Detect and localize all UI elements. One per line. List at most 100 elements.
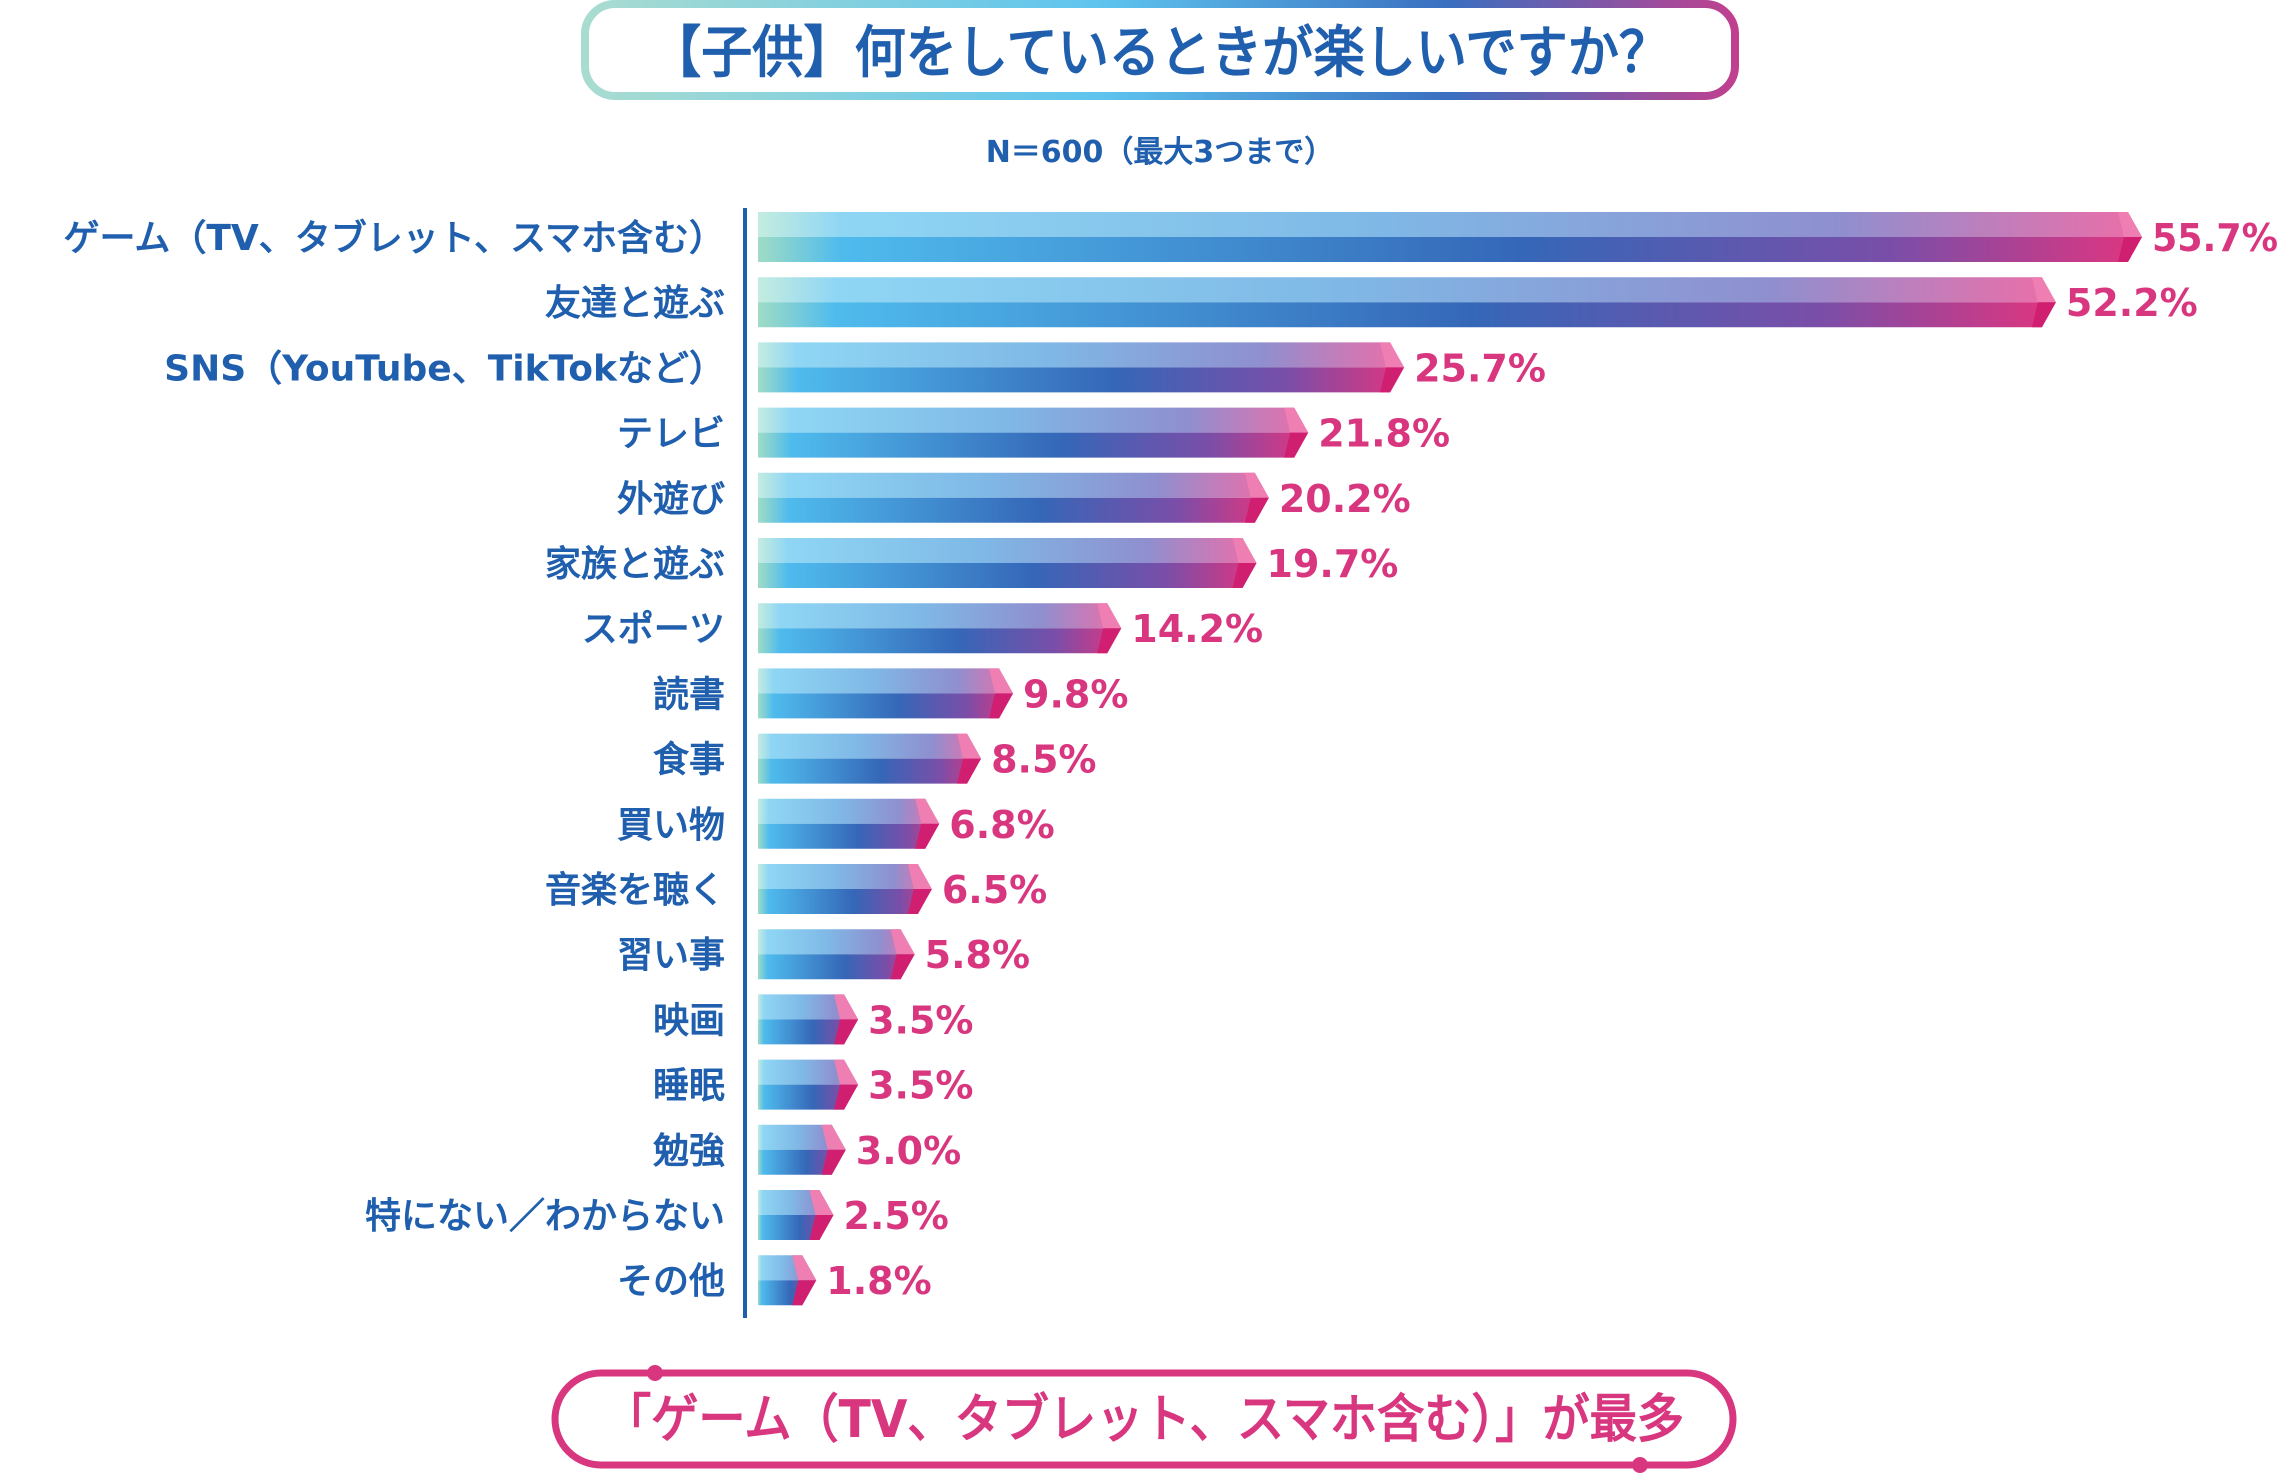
bar-tip-lower (1097, 628, 1122, 654)
category-label: 特にない／わからない (365, 1196, 725, 1237)
category-label: 食事 (653, 740, 725, 781)
bar (758, 407, 1309, 458)
footer-dot-right (1632, 1457, 1648, 1473)
value-label: 25.7% (1414, 346, 1546, 390)
bar-tip-upper (834, 1059, 859, 1085)
value-label: 21.8% (1318, 412, 1450, 456)
bar-face-upper (758, 342, 1405, 368)
bar-tip-upper (1380, 342, 1405, 368)
bar-face-lower (758, 1019, 859, 1045)
value-label: 1.8% (826, 1259, 931, 1303)
value-label: 3.5% (868, 1064, 973, 1108)
chart-title: 【子供】何をしているときが楽しいですか？ (650, 21, 1670, 86)
value-label: 6.8% (949, 803, 1054, 847)
bar (758, 212, 2142, 262)
bar-tip-upper (2118, 212, 2142, 237)
bar-face-upper (758, 277, 2056, 303)
value-label: 5.8% (925, 933, 1030, 977)
category-label: 勉強 (653, 1131, 725, 1172)
value-labels: 55.7% 52.2% 25.7% 21.8% 20.2% 19.7%14.2%9.8% 8… (826, 216, 2278, 1303)
value-label: 52.2% (2066, 281, 2198, 325)
bar-face-upper (758, 212, 2142, 237)
bar-face-lower (758, 693, 1014, 719)
bar (758, 277, 2056, 328)
category-label: 習い事 (617, 935, 725, 976)
bar-tip-lower (834, 1019, 859, 1045)
value-label: 6.5% (942, 868, 1047, 912)
category-label: 友達と遊ぶ (545, 283, 725, 324)
category-label: 家族と遊ぶ (545, 544, 725, 585)
category-label: 映画 (653, 1000, 725, 1041)
bar-face-upper (758, 798, 940, 824)
bar (758, 994, 859, 1045)
category-label: その他 (617, 1261, 725, 1302)
bar-face-upper (758, 733, 982, 759)
category-label: ゲーム（TV、タブレット、スマホ含む） (63, 217, 725, 259)
bar-tip-lower (1232, 563, 1257, 588)
value-label: 20.2% (1279, 477, 1411, 521)
category-label: スポーツ (582, 608, 725, 650)
bar (758, 1255, 817, 1306)
bar-tip-lower (1244, 497, 1269, 523)
category-label: テレビ (617, 414, 725, 455)
category-label: 読書 (653, 674, 725, 715)
bar-tip-lower (1284, 432, 1309, 458)
bar-tip-lower (821, 1149, 846, 1175)
bar-tip-upper (907, 864, 932, 889)
value-label: 8.5% (991, 738, 1096, 782)
footer-note: 「ゲーム（TV、タブレット、スマホ含む）」が最多 (604, 1390, 1684, 1450)
bar-tip-lower (907, 889, 932, 914)
bar-face-lower (758, 497, 1269, 523)
value-label: 55.7% (2152, 216, 2278, 260)
bar-tip-upper (1244, 472, 1269, 498)
bar-face-upper (758, 538, 1257, 563)
bar (758, 798, 940, 849)
footer-dot-left (647, 1365, 663, 1381)
bar (758, 603, 1122, 654)
value-label: 2.5% (843, 1194, 948, 1238)
bar-face-lower (758, 1084, 859, 1110)
bar (758, 864, 932, 914)
bar-tip-lower (1380, 367, 1405, 393)
bar-tip-upper (915, 798, 940, 824)
bar-face-upper (758, 407, 1309, 433)
bar-tip-lower (2118, 237, 2142, 262)
bar-tip-upper (989, 668, 1014, 694)
bar-face-lower (758, 367, 1405, 393)
bar-tip-upper (1097, 603, 1122, 629)
footer-note-box: 「ゲーム（TV、タブレット、スマホ含む）」が最多 (551, 1365, 1737, 1473)
bar-face-lower (758, 954, 915, 980)
bar (758, 472, 1269, 523)
bar-tip-upper (2031, 277, 2056, 303)
value-label: 3.5% (868, 998, 973, 1042)
category-labels: ゲーム（TV、タブレット、スマホ含む） 友達と遊ぶ SNS（YouTube、TikT… (63, 217, 725, 1302)
bar-tip-upper (957, 733, 982, 759)
bar (758, 1059, 859, 1110)
bar-face-lower (758, 302, 2056, 328)
bar-tip-upper (809, 1190, 834, 1215)
value-label: 19.7% (1267, 542, 1399, 586)
bar-tip-upper (1284, 407, 1309, 433)
chart-subtitle: N＝600（最大3つまで） (986, 135, 1335, 170)
bar (758, 733, 982, 784)
bar-tip-lower (957, 758, 982, 784)
bar-tip-upper (890, 929, 915, 955)
bar-tip-lower (989, 693, 1014, 719)
bar (758, 929, 915, 980)
category-label: 睡眠 (653, 1066, 725, 1107)
bar (758, 342, 1405, 393)
bar-tip-upper (792, 1255, 817, 1281)
bar-face-lower (758, 563, 1257, 588)
bar-face-upper (758, 1059, 859, 1085)
bar (758, 1190, 834, 1240)
bar-face-lower (758, 823, 940, 849)
bar-face-lower (758, 628, 1122, 654)
bar-face-lower (758, 432, 1309, 458)
bar-tip-upper (1232, 538, 1257, 563)
bar (758, 668, 1014, 719)
bar-tip-lower (809, 1215, 834, 1240)
title-frame (581, 0, 1739, 100)
bar-tip-lower (834, 1084, 859, 1110)
bar-face-upper (758, 864, 932, 889)
